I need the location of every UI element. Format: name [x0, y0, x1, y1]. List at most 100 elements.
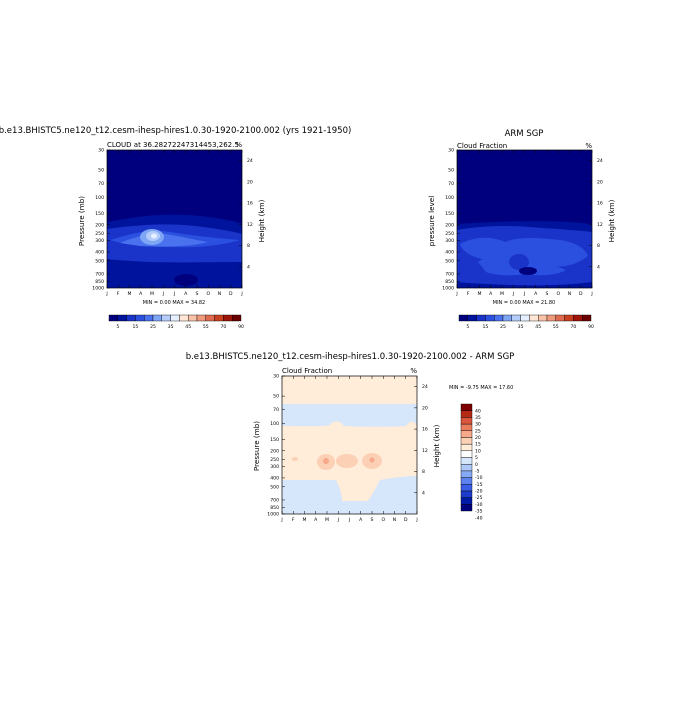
colorbar-swatch — [458, 314, 469, 322]
x-tick-label: S — [371, 517, 374, 523]
colorbar-swatch — [460, 443, 473, 452]
field-level-small — [292, 457, 298, 461]
y-tick-label: 400 — [95, 250, 104, 256]
y-tick-label: 50 — [98, 168, 104, 174]
y-tick-label: 500 — [445, 258, 454, 264]
colorbar-swatch — [196, 314, 207, 322]
field-upper-positive — [282, 376, 417, 404]
field-level-10 — [369, 457, 375, 463]
y-tick-label: 250 — [445, 231, 454, 237]
colorbar-label: 40 — [475, 408, 481, 414]
y2-tick-label: 8 — [597, 243, 600, 249]
y-tick-label: 150 — [95, 211, 104, 217]
colorbar-swatch — [467, 314, 477, 322]
colorbar-swatch — [205, 314, 215, 322]
x-tick-label: F — [467, 291, 470, 297]
panel-model-field — [107, 150, 242, 288]
panel-diff-title: b.e13.BHISTC5.ne120_t12.cesm-ihesp-hires… — [186, 352, 515, 362]
colorbar-label: 90 — [588, 324, 594, 330]
panel-model-subtitle: CLOUD at 36.28272247314453,262.5 — [107, 141, 239, 149]
panel-obs-subtitle: Cloud Fraction — [457, 142, 507, 150]
x-tick-label: J — [590, 291, 592, 297]
y-tick-label: 400 — [270, 476, 279, 482]
panel-obs-y2label: Height (km) — [607, 199, 616, 242]
y-tick-label: 300 — [270, 464, 279, 470]
colorbar-swatch — [460, 430, 473, 438]
colorbar-swatch — [460, 470, 473, 478]
x-tick-label: J — [337, 517, 339, 523]
panel-model-title: b.e13.BHISTC5.ne120_t12.cesm-ihesp-hires… — [0, 126, 351, 136]
colorbar-label: -15 — [475, 482, 483, 488]
y-tick-label: 300 — [95, 238, 104, 244]
x-tick-label: M — [325, 517, 329, 523]
y2-tick-label: 8 — [422, 469, 425, 475]
y-tick-label: 100 — [95, 195, 104, 201]
colorbar-swatch — [460, 417, 473, 425]
colorbar-swatch — [161, 314, 171, 322]
colorbar-swatch — [179, 314, 189, 322]
x-tick-label: J — [348, 517, 350, 523]
colorbar-label: -5 — [475, 468, 480, 474]
x-tick-label: M — [128, 291, 132, 297]
y-tick-label: 850 — [95, 279, 104, 285]
colorbar-swatch — [460, 497, 473, 505]
y2-tick-label: 12 — [247, 222, 253, 228]
y-tick-label: 50 — [273, 394, 279, 400]
colorbar-swatch — [546, 314, 557, 322]
colorbar-swatch — [214, 314, 224, 322]
y2-tick-label: 4 — [597, 264, 600, 270]
x-tick-label: O — [556, 291, 560, 297]
panel-obs-title: ARM SGP — [505, 129, 544, 139]
colorbar-label: 90 — [238, 324, 244, 330]
colorbar-label: 0 — [475, 462, 478, 468]
y2-tick-label: 24 — [422, 384, 428, 390]
x-tick-label: J — [512, 291, 514, 297]
colorbar-label: -10 — [475, 475, 483, 481]
colorbar-swatch — [460, 463, 473, 472]
colorbar-swatch — [170, 314, 180, 322]
y2-tick-label: 16 — [597, 201, 603, 207]
colorbar-swatch — [573, 314, 583, 322]
panel-model: b.e13.BHISTC5.ne120_t12.cesm-ihesp-hires… — [0, 126, 351, 330]
colorbar-swatch — [187, 314, 198, 322]
colorbar-label: 5 — [475, 455, 478, 461]
y-tick-label: 100 — [445, 195, 454, 201]
panel-model-y2label: Height (km) — [257, 199, 266, 242]
panel-diff-ylabel: Pressure (mb) — [252, 421, 261, 471]
colorbar-label: -20 — [475, 489, 483, 495]
y-tick-label: 200 — [445, 222, 454, 228]
colorbar-swatch — [555, 314, 565, 322]
x-tick-label: J — [105, 291, 107, 297]
panel-obs-ylabel: pressure level — [427, 196, 436, 246]
y-tick-label: 1000 — [267, 512, 279, 518]
colorbar-label: 5 — [466, 324, 469, 330]
colorbar-label: 15 — [132, 324, 138, 330]
panel-diff: b.e13.BHISTC5.ne120_t12.cesm-ihesp-hires… — [186, 352, 515, 523]
colorbar-label: 45 — [185, 324, 191, 330]
panel-diff-units: % — [410, 367, 417, 375]
x-tick-label: O — [381, 517, 385, 523]
y2-tick-label: 20 — [422, 405, 428, 411]
x-tick-label: M — [150, 291, 154, 297]
y2-tick-label: 12 — [597, 222, 603, 228]
panel-diff-field — [282, 376, 417, 514]
colorbar-swatch — [231, 314, 242, 322]
x-tick-label: D — [229, 291, 233, 297]
colorbar-label: 15 — [475, 442, 481, 448]
y-tick-label: 150 — [445, 211, 454, 217]
panel-obs-field — [457, 150, 592, 288]
y-tick-label: 70 — [448, 181, 454, 187]
y-tick-label: 850 — [445, 279, 454, 285]
colorbar-swatch — [460, 457, 473, 465]
x-tick-label: J — [523, 291, 525, 297]
panel-diff-minmax: MIN = -9.75 MAX = 17.60 — [449, 385, 513, 391]
colorbar-swatch — [494, 314, 504, 322]
y2-tick-label: 24 — [597, 158, 603, 164]
x-tick-label: N — [393, 517, 396, 523]
x-tick-label: A — [184, 291, 188, 297]
x-tick-label: A — [359, 517, 363, 523]
y-tick-label: 500 — [270, 484, 279, 490]
